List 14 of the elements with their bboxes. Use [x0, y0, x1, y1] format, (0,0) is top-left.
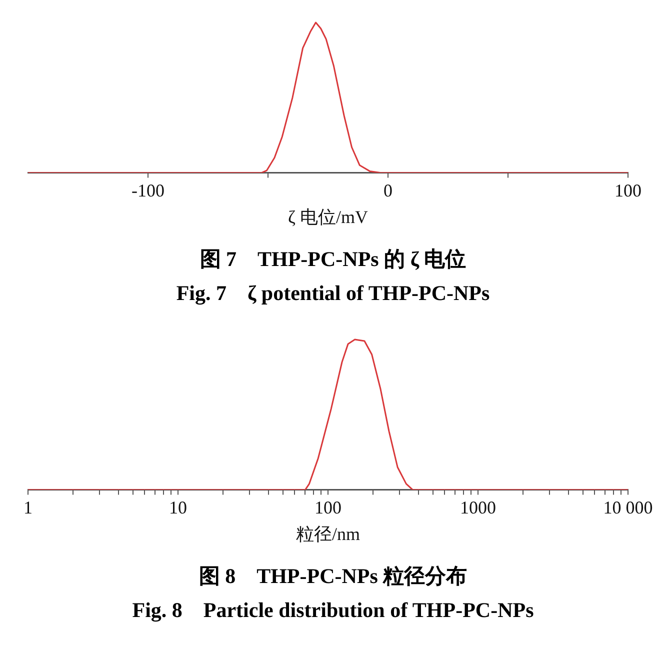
text: Fig. 8 Particle distribution of THP-PC-NPs [131, 597, 535, 624]
text: 图 7 THP-PC-NPs 的 ζ 电位 [198, 246, 468, 273]
text: 图 8 THP-PC-NPs 粒径分布 [198, 563, 468, 590]
x-tick-label: 1 [24, 497, 32, 518]
x-tick-label: 10 000 [603, 497, 653, 518]
x-tick-label: 100 [614, 180, 642, 200]
x-tick-label: 10 [169, 497, 187, 518]
x-tick-label: 100 [314, 497, 342, 518]
x-axis-title: ζ 电位/mV [288, 206, 368, 227]
x-tick-label: 1000 [460, 497, 496, 518]
x-tick-label: 0 [384, 180, 392, 200]
text: Fig. 7 ζ potential of THP-PC-NPs [175, 280, 491, 307]
x-tick-label: -100 [132, 180, 164, 200]
x-axis-title: 粒径/nm [296, 524, 360, 544]
